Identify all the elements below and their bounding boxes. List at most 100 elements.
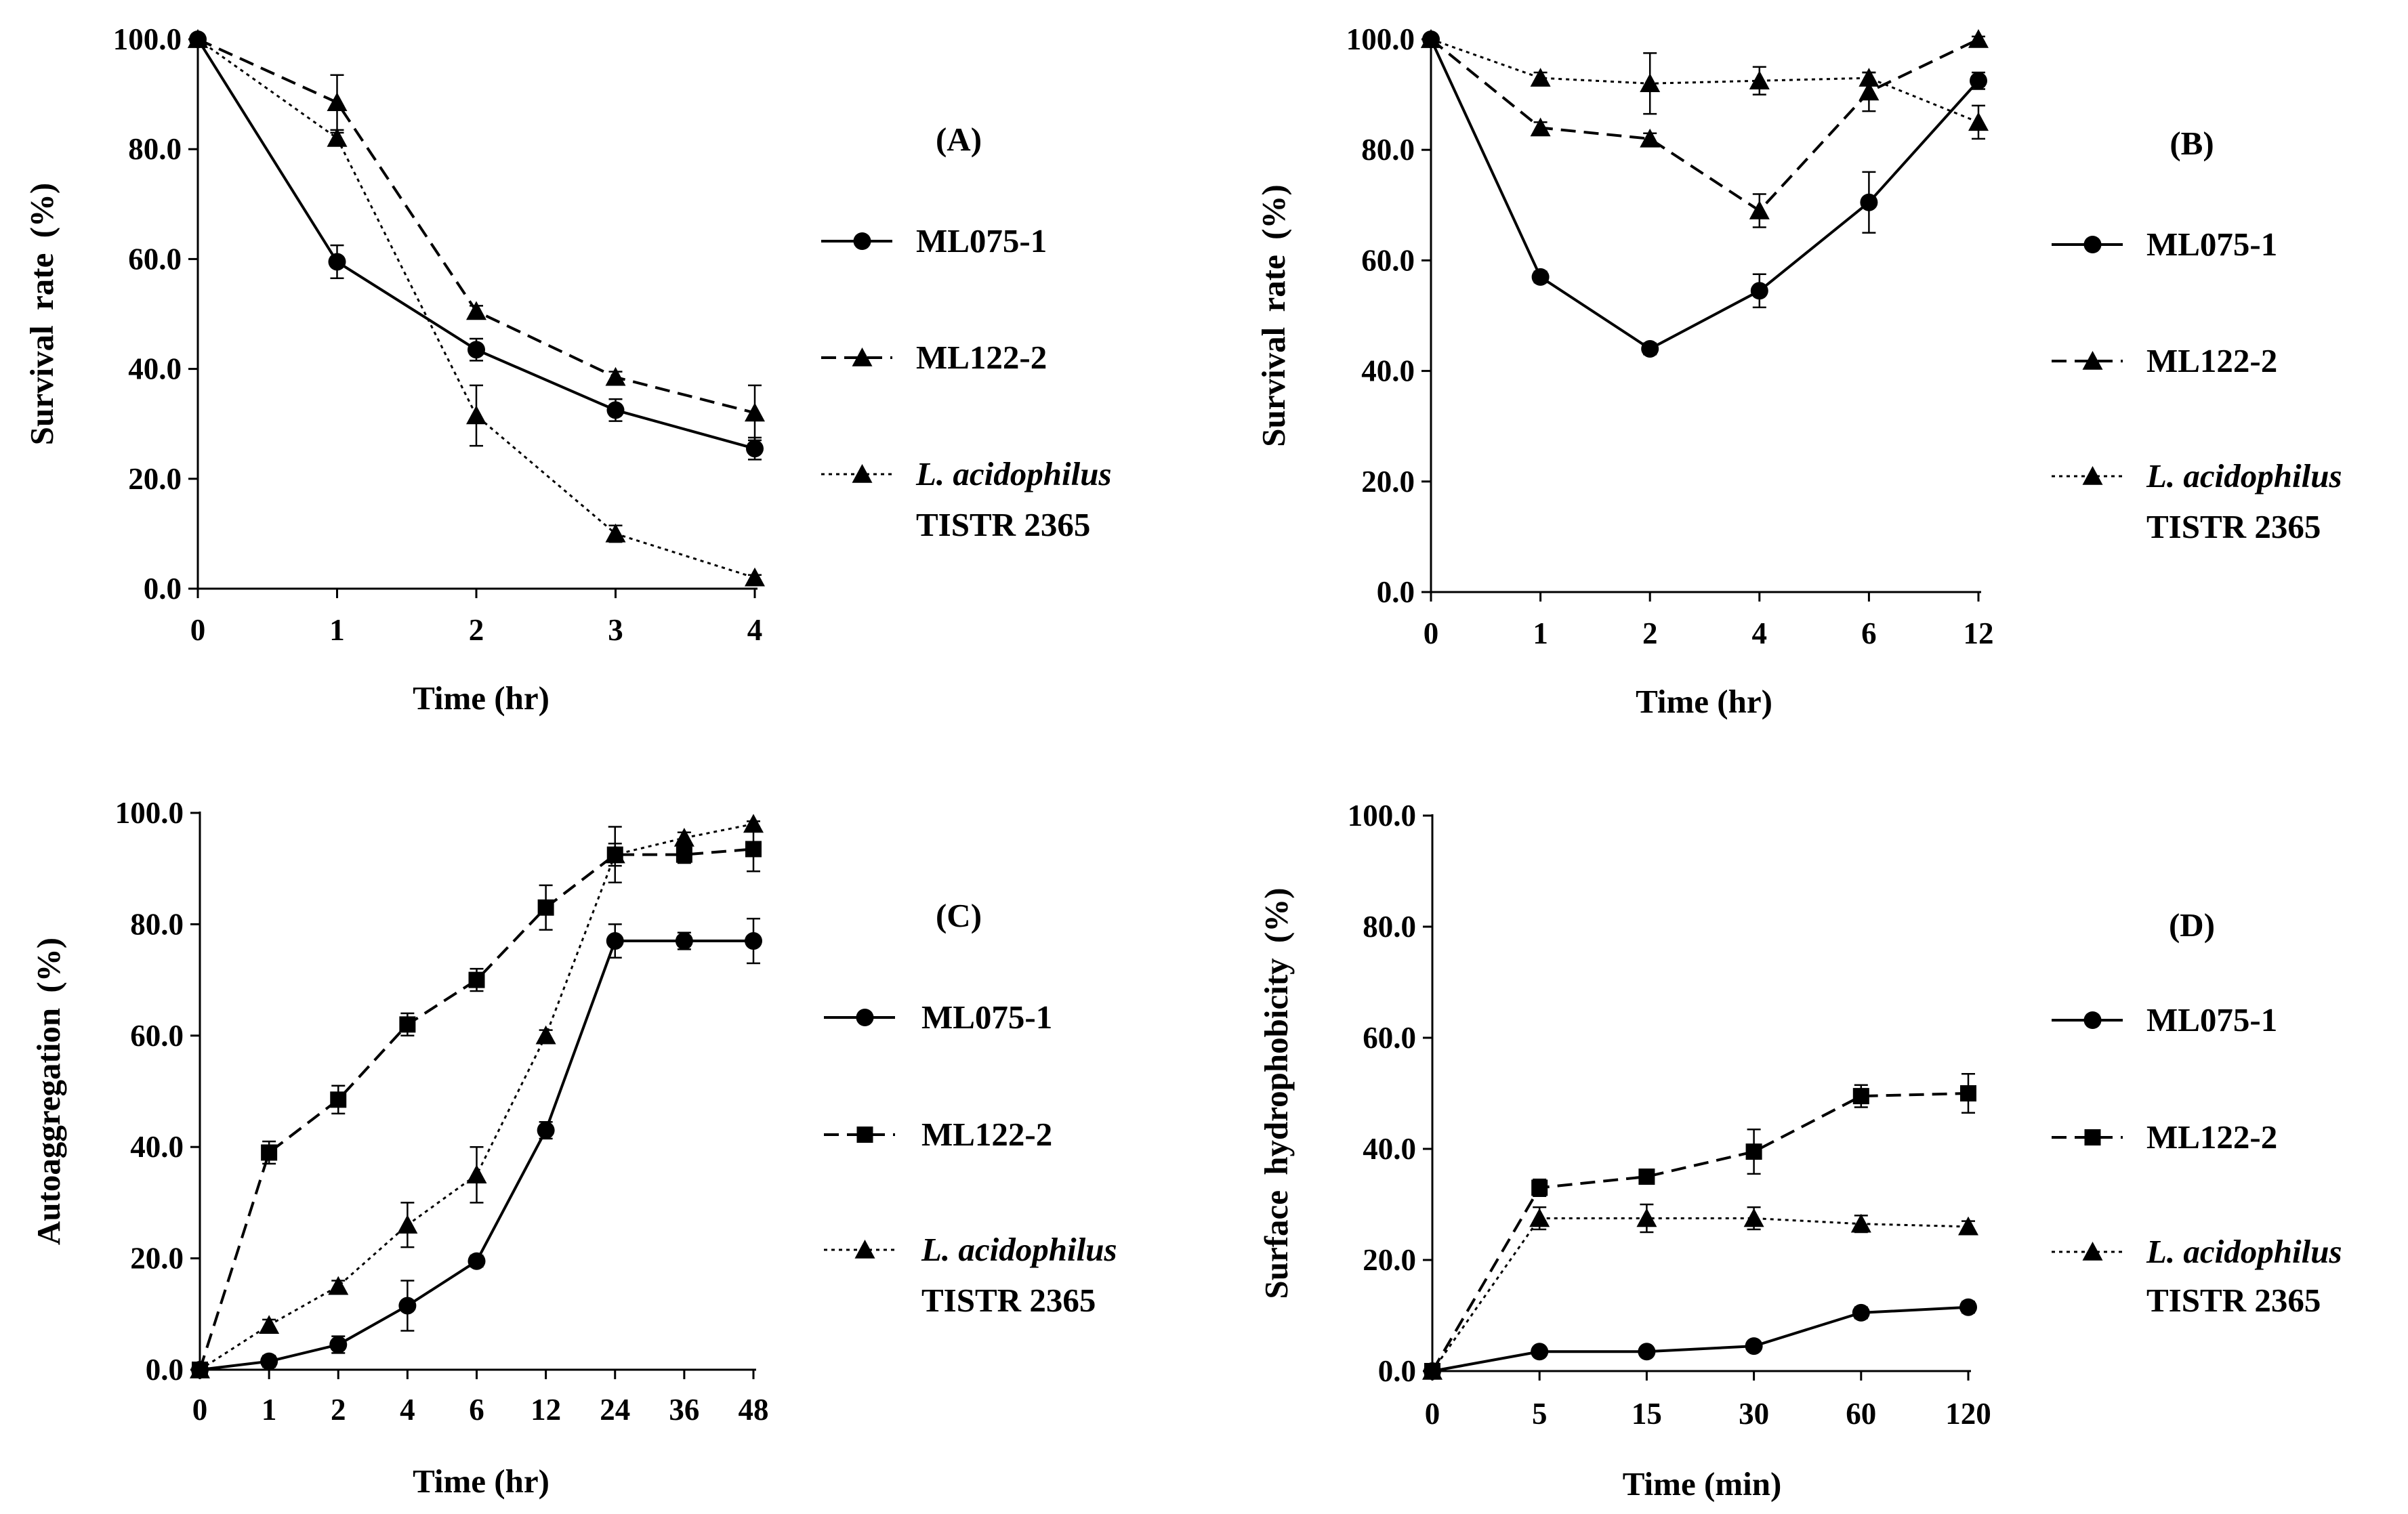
data-point [1640,73,1661,93]
data-point [466,405,486,425]
x-tick-label: 30 [1739,1397,1769,1431]
data-point [1745,1337,1763,1355]
x-tick-label: 4 [400,1393,415,1427]
x-tick-label: 6 [1861,616,1877,650]
y-tick-label: 20.0 [1363,1243,1416,1277]
series-ml075-1 [189,30,764,461]
legend-label-line2: TISTR 2365 [916,506,1090,543]
x-tick-label: 4 [747,613,763,647]
legend-label: ML122-2 [2146,1118,2277,1156]
legend-marker [853,232,871,250]
legend-marker [2082,351,2103,370]
legend: ML075-1 ML122-2 L. acidophilus TISTR 2365 [824,998,1117,1319]
y-tick-label: 0.0 [146,1353,184,1387]
data-point [676,846,692,863]
data-point [261,1144,278,1161]
data-point [1968,29,1989,48]
data-point [328,1276,349,1295]
legend-label: ML075-1 [916,222,1047,259]
legend-marker [852,464,873,483]
x-tick-label: 24 [600,1393,630,1427]
data-point [1530,68,1551,87]
data-point [1968,112,1989,131]
data-point [605,523,626,543]
data-point [1638,1343,1656,1361]
y-tick-label: 0.0 [144,572,182,606]
data-point [398,1297,417,1315]
y-tick-label: 20.0 [130,1242,184,1276]
x-tick-label: 120 [1945,1397,1991,1431]
panel-label: (C) [936,897,982,934]
legend-label: L. acidophilus [915,455,1112,492]
y-tick-label: 0.0 [1378,1354,1416,1388]
data-point [1852,1088,1869,1105]
legend-label: ML122-2 [2146,342,2277,379]
x-tick-label: 6 [469,1393,484,1427]
series-ml122-2 [1421,29,1989,228]
legend-marker [2083,1011,2102,1029]
legend-marker [2083,236,2102,253]
data-point [468,341,485,359]
y-axis-title: Survival rate (%) [23,183,60,445]
x-tick-label: 60 [1846,1397,1876,1431]
data-point [745,932,762,950]
data-point [1640,128,1661,148]
data-point [1850,1213,1871,1233]
series-ml122-2 [188,29,765,442]
series-line [1432,1305,1969,1372]
x-tick-label: 1 [1533,616,1548,650]
x-tick-label: 0 [1425,1397,1440,1431]
series-line [1430,38,1979,123]
data-point [535,1025,556,1045]
data-point [1960,1085,1976,1101]
data-point [1530,117,1551,137]
x-tick-label: 12 [531,1393,561,1427]
x-tick-label: 4 [1752,616,1768,650]
data-point [606,846,623,863]
series-line [199,822,754,1371]
data-point [189,30,207,48]
y-tick-label: 40.0 [128,352,182,386]
x-tick-label: 15 [1632,1397,1662,1431]
y-tick-label: 60.0 [130,1019,184,1053]
series-line [1430,39,1980,351]
x-tick-label: 2 [331,1393,346,1427]
y-tick-label: 60.0 [128,242,182,276]
series-l-acidophilus [190,814,764,1379]
data-point [675,932,693,950]
data-point [1860,193,1878,211]
legend-marker [854,1240,875,1259]
y-tick-label: 100.0 [115,796,184,830]
y-tick-label: 80.0 [1363,910,1416,944]
series-ml075-1 [1422,30,1987,358]
panel-label: (D) [2169,906,2215,944]
series-line [199,847,754,1370]
data-point [327,127,348,147]
legend-marker [2084,1129,2101,1145]
legend-label: L. acidophilus [2146,457,2342,495]
x-axis-title: Time (hr) [413,679,549,717]
x-axis-title: Time (min) [1623,1465,1782,1502]
data-point [606,932,624,950]
data-point [399,1016,416,1033]
data-point [1529,1208,1550,1227]
data-point [745,567,765,587]
x-tick-label: 12 [1964,616,1994,650]
series-line [1431,1092,1969,1372]
series-l-acidophilus [1422,1203,1978,1380]
y-tick-label: 20.0 [128,462,182,496]
y-tick-label: 40.0 [130,1130,184,1164]
y-tick-label: 100.0 [1346,22,1415,56]
y-tick-label: 80.0 [128,132,182,166]
series-ml075-1 [191,917,762,1379]
data-point [1749,70,1770,89]
data-point [329,1336,348,1354]
legend-label: L. acidophilus [921,1231,1117,1268]
y-tick-label: 60.0 [1361,243,1415,277]
data-point [466,1164,487,1184]
data-point [537,899,554,916]
x-axis-title: Time (hr) [1636,683,1772,720]
y-tick-label: 20.0 [1361,465,1415,499]
